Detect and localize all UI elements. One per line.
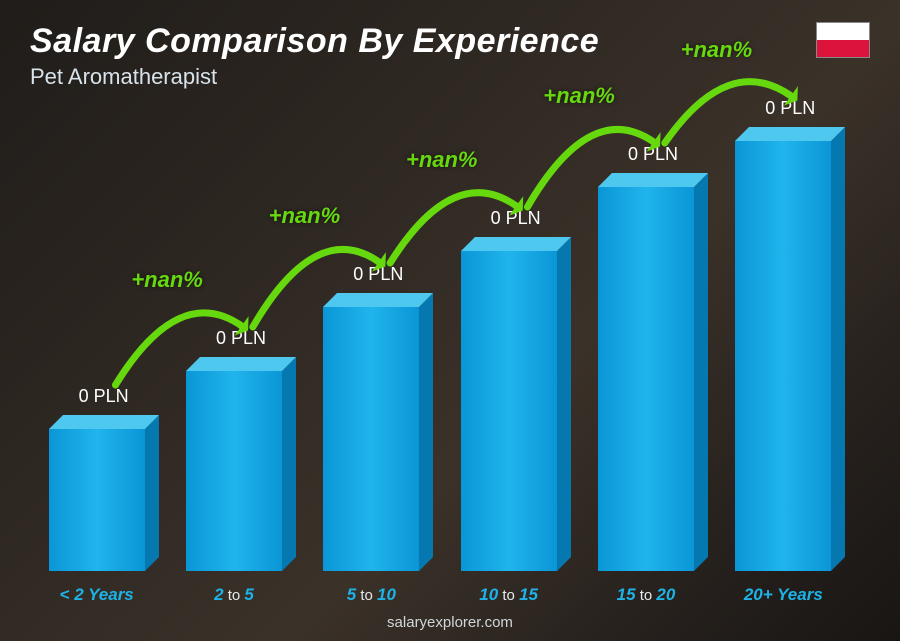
delta-label: +nan% [543,83,615,109]
flag-top-stripe [817,23,869,40]
xlabel-mid: to [498,587,519,604]
x-axis-label: 20+ Years [744,585,823,605]
xlabel-post: 10 [377,585,396,604]
xlabel-mid: to [356,587,377,604]
footer-credit: salaryexplorer.com [0,614,900,631]
x-axis-label: 5 to 10 [347,585,396,605]
salary-chart-canvas: Salary Comparison By Experience Pet Arom… [0,0,900,641]
xlabel-post: 5 [244,585,253,604]
delta-label: +nan% [681,37,753,63]
xlabel-pre: 15 [617,585,636,604]
x-axis-label: 2 to 5 [214,585,254,605]
xlabel-mid: to [224,587,245,604]
xlabel-post: 15 [519,585,538,604]
chart-title: Salary Comparison By Experience [30,22,599,61]
xlabel-post: 20 [656,585,675,604]
flag-icon [816,22,870,58]
flag-bottom-stripe [817,40,869,57]
xlabel-post: Years [777,585,823,604]
xlabel-post: Years [88,585,134,604]
xlabel-mid: to [636,587,657,604]
xlabel-pre: 10 [479,585,498,604]
xlabel-pre: 20+ [744,585,773,604]
x-axis-label: < 2 Years [60,585,134,605]
xlabel-pre: < 2 [60,585,84,604]
chart-area: 0 PLN< 2 Years0 PLN2 to 50 PLN5 to 100 P… [30,110,850,571]
x-axis-label: 10 to 15 [479,585,538,605]
x-axis-label: 15 to 20 [617,585,676,605]
chart-subtitle: Pet Aromatherapist [30,64,217,90]
increase-arrow-icon [30,110,850,571]
